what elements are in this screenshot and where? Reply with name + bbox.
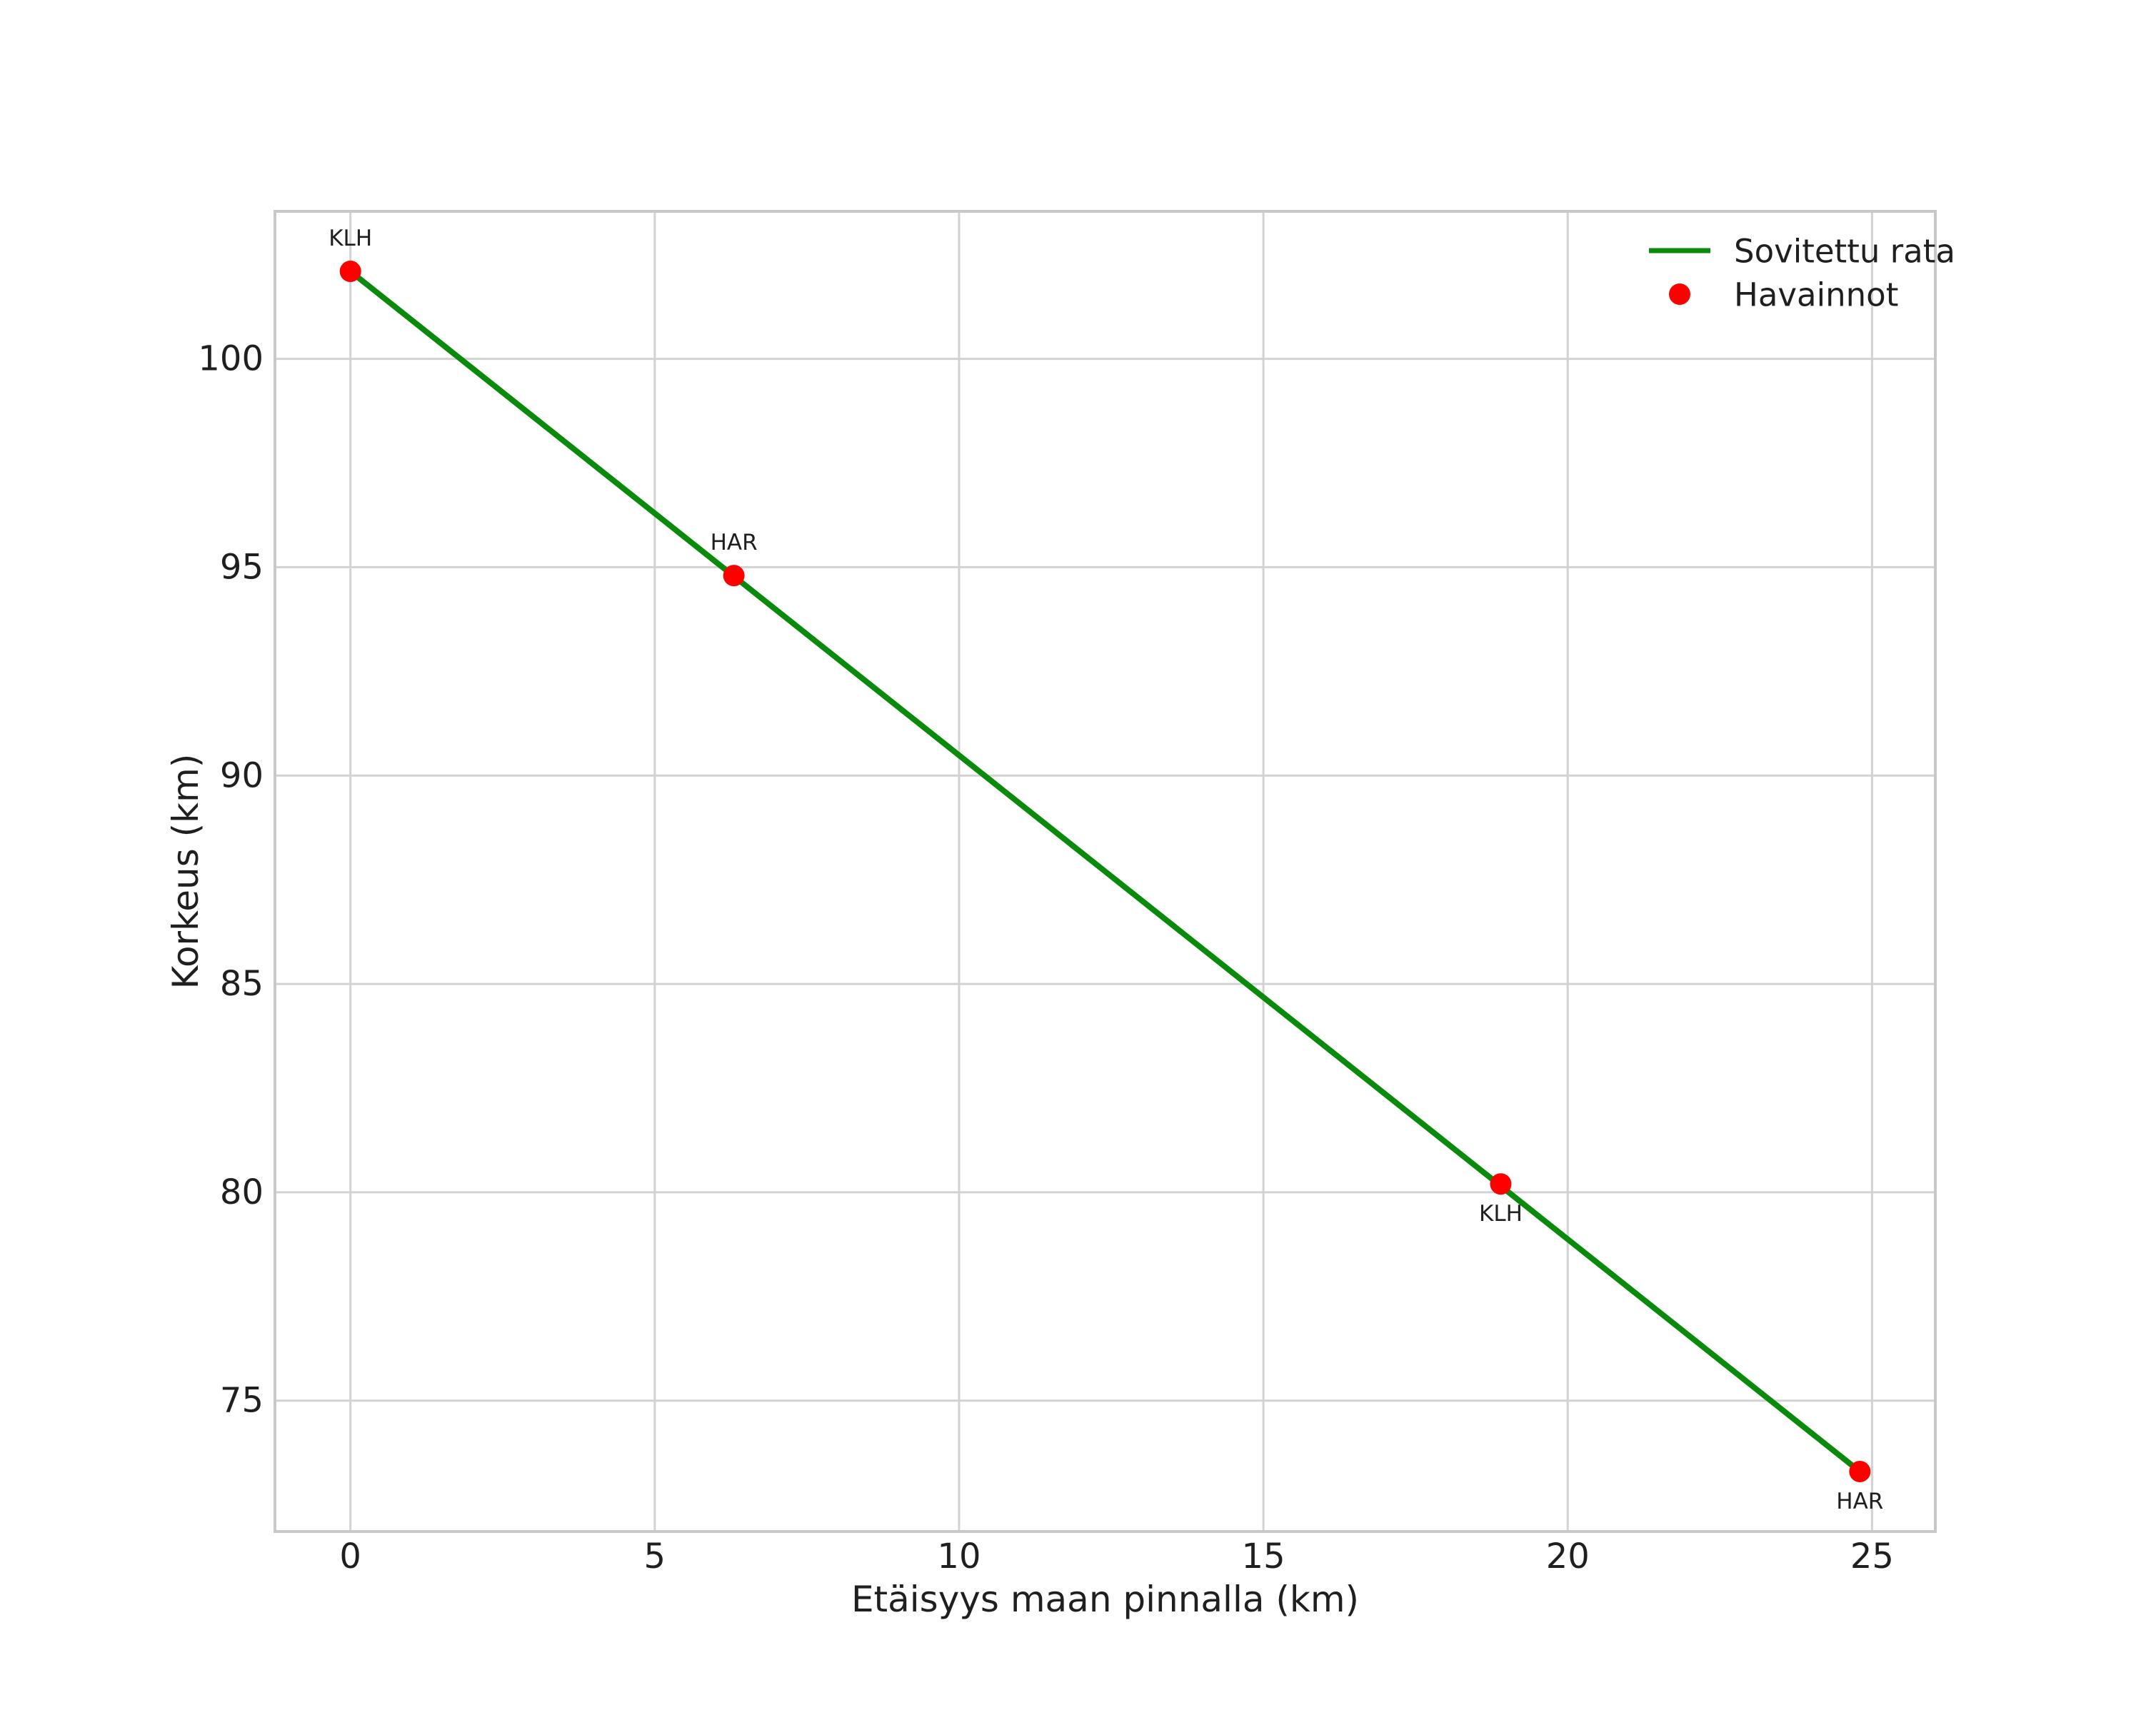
point-label: KLH (1479, 1201, 1523, 1227)
point-label: HAR (1836, 1489, 1883, 1514)
y-tick-label: 85 (220, 964, 264, 1004)
x-tick-label: 0 (339, 1537, 361, 1576)
x-tick-label: 5 (644, 1537, 666, 1576)
fitted-line (347, 268, 1863, 1474)
axes-border (274, 210, 1937, 1533)
x-tick-label: 15 (1242, 1537, 1285, 1576)
legend: Sovitettu rata Havainnot (1649, 233, 1955, 314)
observation-point (1849, 1460, 1871, 1482)
y-axis-label: Korkeus (km) (165, 754, 206, 990)
point-label: HAR (711, 530, 758, 555)
y-tick-label: 90 (220, 755, 264, 795)
legend-marker-swatch (1669, 283, 1690, 305)
x-tick-label: 10 (937, 1537, 981, 1576)
x-tick-label: 25 (1850, 1537, 1894, 1576)
observation-point (723, 565, 745, 587)
legend-label: Havainnot (1734, 276, 1898, 314)
y-tick-label: 100 (198, 339, 264, 379)
y-tick-label: 75 (220, 1381, 264, 1421)
y-tick-label: 95 (220, 547, 264, 587)
observation-point (339, 261, 361, 283)
legend-label: Sovitettu rata (1734, 233, 1955, 271)
point-label: KLH (329, 226, 372, 251)
observation-point (1490, 1173, 1512, 1195)
y-tick-label: 80 (220, 1172, 264, 1212)
x-axis-label: Etäisyys maan pinnalla (km) (851, 1579, 1359, 1620)
x-tick-label: 20 (1546, 1537, 1590, 1576)
